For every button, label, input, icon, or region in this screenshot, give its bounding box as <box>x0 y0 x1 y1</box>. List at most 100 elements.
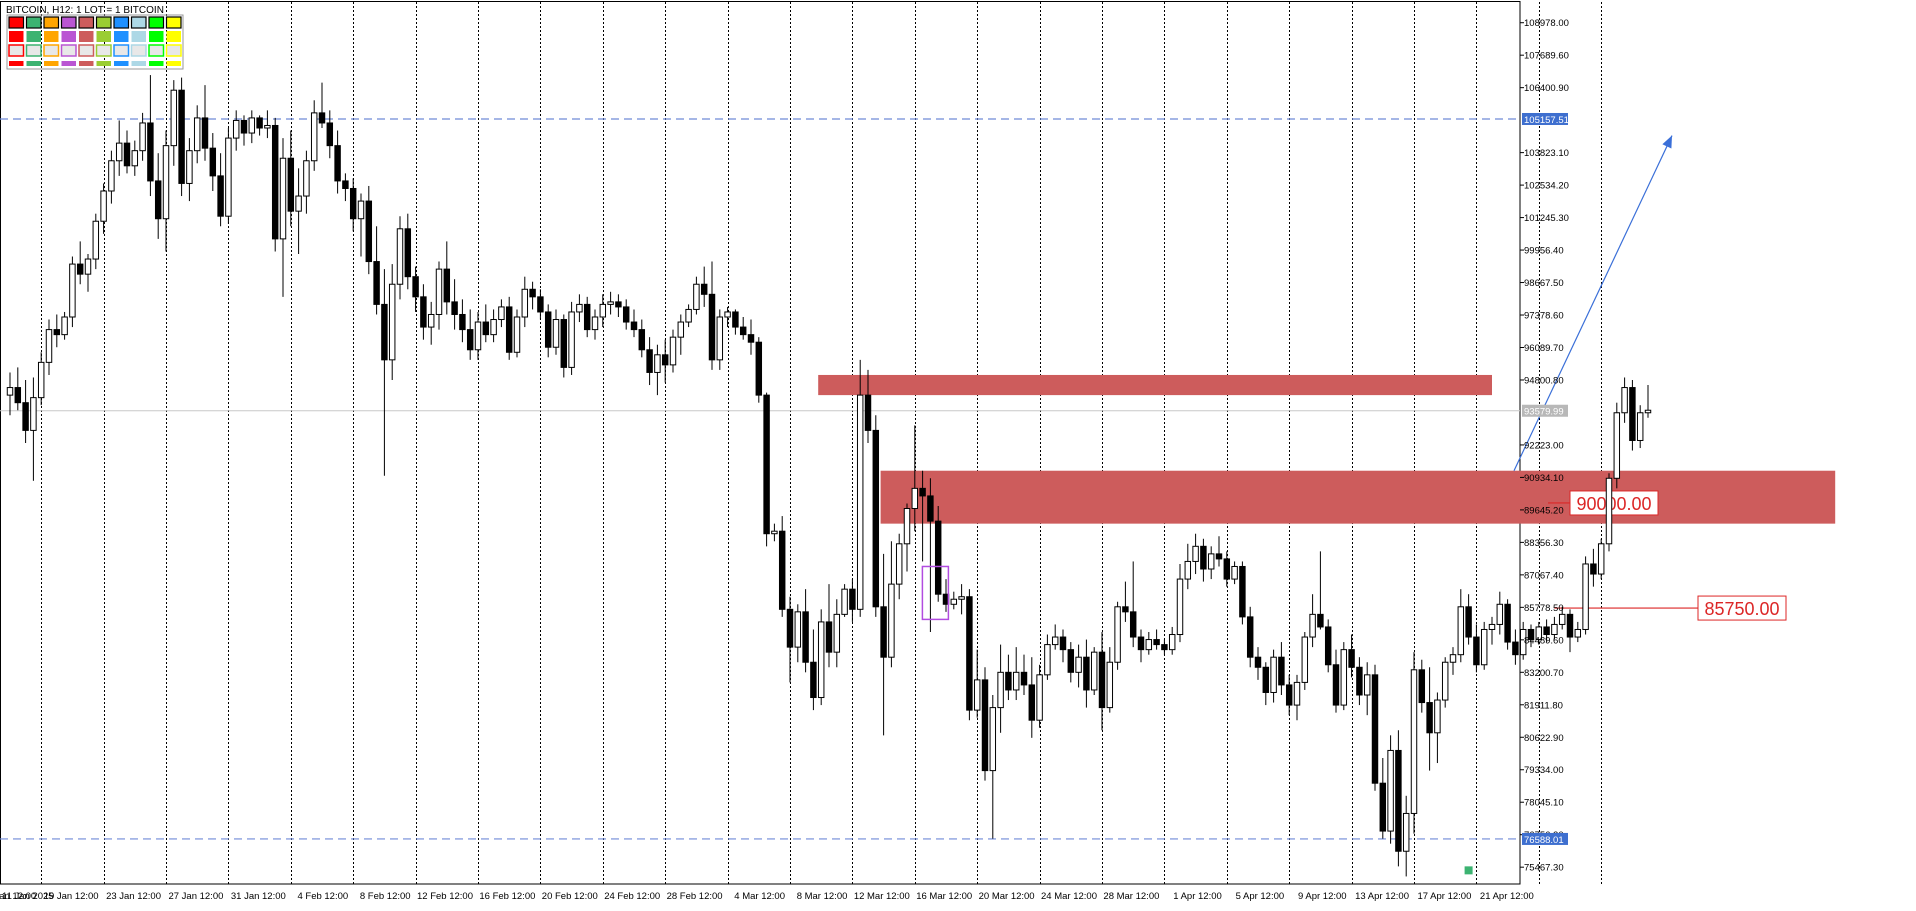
candle-body-bull <box>1644 409 1652 414</box>
candle <box>1426 667 1433 771</box>
candle <box>1519 621 1527 660</box>
x-tick-label: 31 Jan 12:00 <box>231 891 286 902</box>
current-price-tag-label: 93579.99 <box>1524 407 1564 418</box>
y-tick-label: 102534.20 <box>1524 181 1569 192</box>
candle-body-bear <box>420 296 427 328</box>
y-tick-label: 101245.30 <box>1524 213 1569 224</box>
candle <box>661 339 669 383</box>
candle <box>1371 664 1379 791</box>
candle <box>1590 548 1597 587</box>
candle-body-bear <box>622 306 630 323</box>
x-tick-label: 12 Mar 12:00 <box>854 891 910 902</box>
candle-body-bull <box>989 707 997 772</box>
candle <box>1527 624 1535 648</box>
candle-body-bull <box>92 220 100 260</box>
x-tick-label: 8 Mar 12:00 <box>797 891 848 902</box>
candle-body-bear <box>927 495 934 522</box>
candle <box>1254 647 1262 680</box>
candle-body-bull <box>1309 613 1316 638</box>
candle <box>583 296 591 338</box>
candle-body-bull <box>513 316 521 353</box>
candle-body-bear <box>1371 674 1379 784</box>
candle <box>560 314 568 378</box>
candle <box>6 372 14 416</box>
palette-swatch <box>61 31 76 42</box>
candle-body-bear <box>1246 616 1254 658</box>
candle <box>365 185 373 275</box>
candle-body-bull <box>521 288 529 318</box>
candle <box>1122 581 1129 622</box>
y-tick-label: 84489.60 <box>1524 635 1564 646</box>
candle-body-bear <box>880 606 887 658</box>
candle <box>1020 654 1028 695</box>
candle <box>1402 795 1410 877</box>
candle <box>958 584 965 615</box>
candle <box>646 337 653 386</box>
candle <box>154 153 162 239</box>
candle <box>1309 594 1316 648</box>
candle <box>966 589 973 721</box>
candle-body-bear <box>1239 565 1246 618</box>
x-tick-label: 13 Apr 12:00 <box>1355 891 1409 902</box>
candle <box>1551 616 1558 640</box>
candle <box>139 112 146 161</box>
x-tick-label: 16 Feb 12:00 <box>479 891 535 902</box>
candle-body-bull <box>911 487 919 510</box>
palette-swatch <box>9 31 24 42</box>
candle <box>1059 629 1067 663</box>
x-tick-label: 20 Feb 12:00 <box>542 891 598 902</box>
candle <box>1090 647 1098 695</box>
candle <box>1449 647 1457 675</box>
candle <box>849 579 856 622</box>
candle-body-bear <box>334 145 341 182</box>
candle <box>264 110 271 139</box>
price-tag-label: 76588.01 <box>1524 835 1564 846</box>
candle-body-bear <box>404 228 412 278</box>
candle <box>1075 644 1082 688</box>
palette-frame <box>6 14 184 70</box>
candle-body-bull <box>1496 603 1504 625</box>
candle <box>529 281 536 310</box>
candle-body-bear <box>1473 636 1480 666</box>
x-tick-label: 21 Apr 12:00 <box>1480 891 1534 902</box>
candle-body-bear <box>459 313 466 331</box>
candle <box>1395 730 1402 867</box>
candle-body-bull <box>841 588 848 615</box>
candle <box>342 173 349 202</box>
candle <box>186 138 193 202</box>
candle-body-bear <box>864 394 872 431</box>
candle-body-bull <box>1480 628 1488 666</box>
y-tick-label: 98667.50 <box>1524 278 1564 289</box>
candle <box>763 392 770 547</box>
candle <box>1629 380 1636 451</box>
candle-body-bull <box>1207 553 1215 570</box>
candle-body-bear <box>201 117 209 149</box>
candle-body-bear <box>763 394 770 535</box>
candle <box>1098 632 1106 731</box>
candle-body-bear <box>747 334 755 343</box>
candle <box>708 261 716 370</box>
level-85750-tag: 85750.00 <box>1697 595 1787 621</box>
candle-body-bull <box>1574 628 1582 638</box>
candle <box>123 130 131 174</box>
candle-body-bear <box>739 326 747 336</box>
candle-body-bear <box>209 147 217 177</box>
candle <box>201 85 209 161</box>
palette-swatch <box>61 61 76 66</box>
palette-swatch <box>149 61 164 66</box>
palette-swatch <box>26 61 41 66</box>
palette-swatch <box>25 16 42 29</box>
palette-swatch <box>78 44 95 57</box>
candle <box>490 309 497 343</box>
candle <box>498 299 505 328</box>
palette-swatch <box>148 44 165 57</box>
x-tick-label: 15 Jan 12:00 <box>0 891 36 902</box>
y-tick-label: 106400.90 <box>1524 83 1569 94</box>
candle-body-bear <box>708 293 716 361</box>
candle <box>1215 536 1223 567</box>
candle-body-bear <box>14 387 22 404</box>
color-palette[interactable] <box>6 14 184 70</box>
candle-body-bear <box>443 268 451 303</box>
candle <box>209 133 217 191</box>
